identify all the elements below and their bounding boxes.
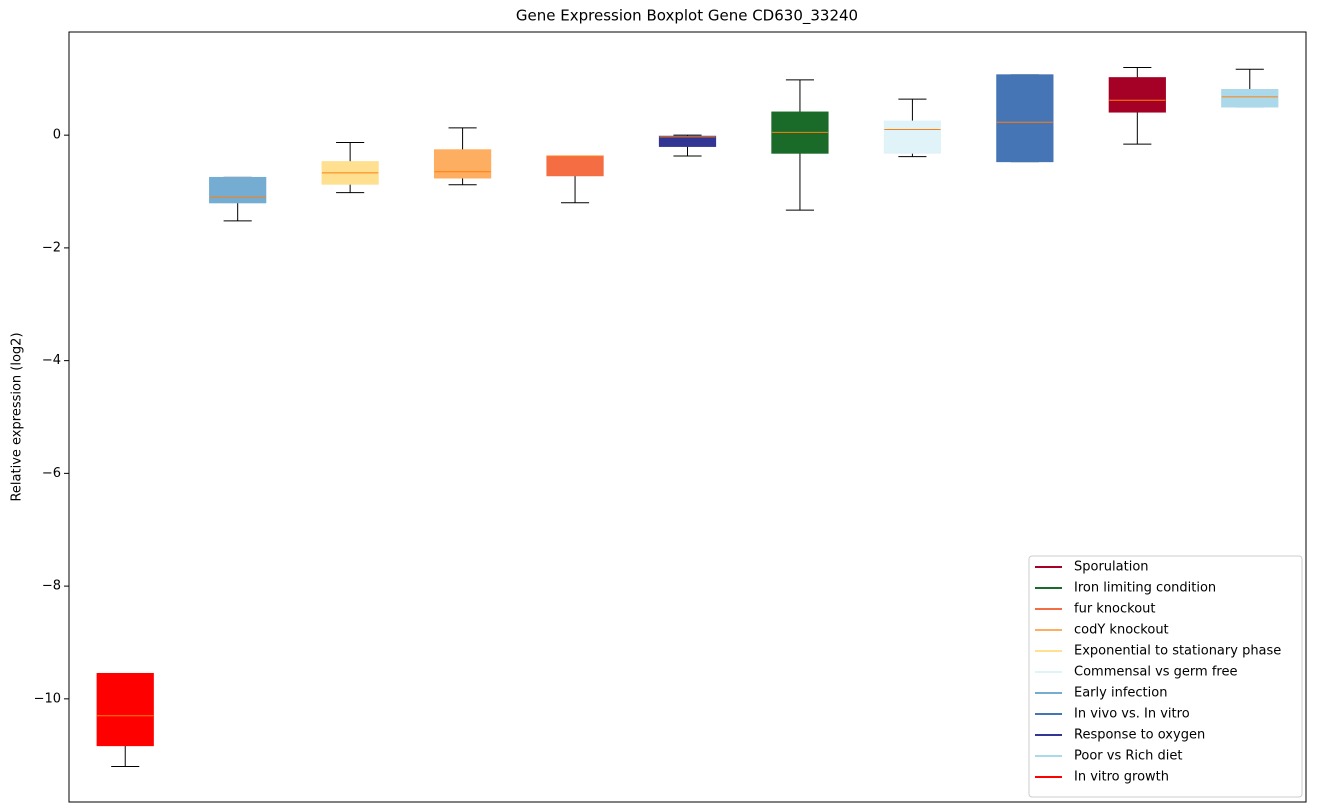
y-tick-label: −8 (42, 579, 61, 594)
box (1221, 88, 1279, 108)
y-tick-label: −10 (34, 691, 61, 706)
legend-label: In vitro growth (1074, 770, 1169, 785)
chart-title: Gene Expression Boxplot Gene CD630_33240 (516, 7, 858, 26)
y-tick-label: −4 (42, 353, 61, 368)
y-axis-label: Relative expression (log2) (10, 332, 25, 501)
box (883, 120, 942, 154)
legend-label: Iron limiting condition (1074, 581, 1216, 596)
legend-label: Sporulation (1074, 560, 1149, 575)
box (996, 74, 1054, 163)
box (546, 155, 604, 177)
box (658, 135, 717, 147)
y-tick-label: 0 (53, 128, 61, 143)
box (96, 672, 154, 747)
legend-label: fur knockout (1074, 602, 1156, 617)
legend-label: codY knockout (1074, 623, 1169, 638)
plot-frame (68, 31, 1307, 803)
legend-label: In vivo vs. In vitro (1074, 707, 1190, 722)
legend-label: Poor vs Rich diet (1074, 749, 1182, 764)
box (209, 176, 267, 204)
y-tick-label: −6 (42, 466, 61, 481)
legend-label: Commensal vs germ free (1074, 665, 1237, 680)
legend-label: Exponential to stationary phase (1074, 644, 1281, 659)
y-tick-label: −2 (42, 240, 61, 255)
legend-frame (1028, 555, 1303, 798)
box (433, 149, 492, 179)
legend-label: Early infection (1074, 686, 1167, 701)
box (1108, 77, 1166, 113)
legend-label: Response to oxygen (1074, 728, 1205, 743)
legend: Sporulation Iron limiting condition fur kn… (1028, 555, 1303, 798)
